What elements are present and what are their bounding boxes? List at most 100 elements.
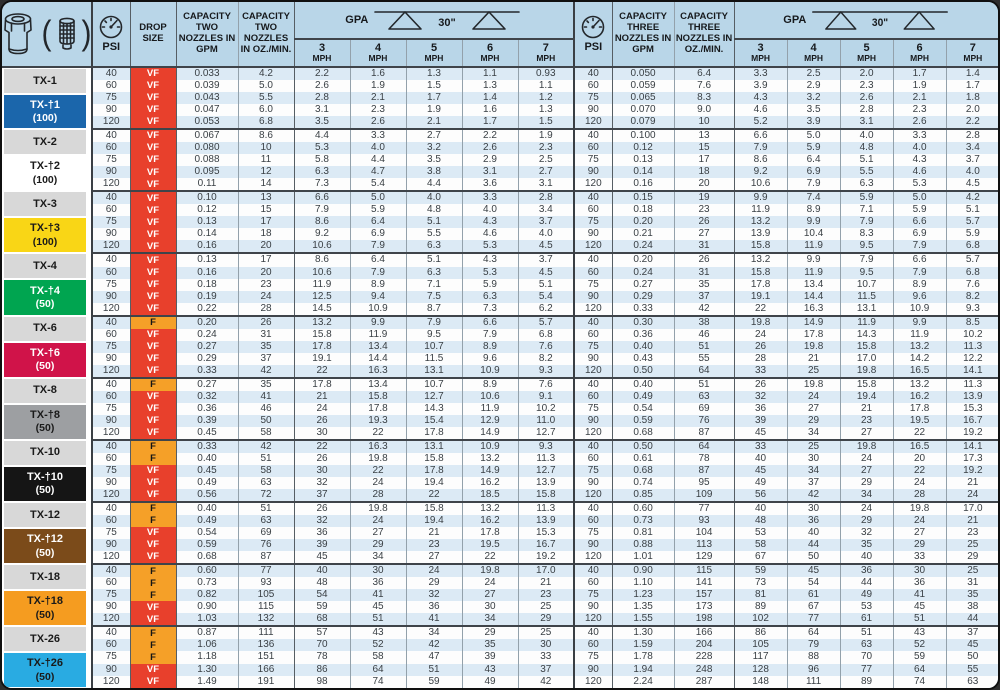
gpa-three-7mph-cell: 11.3 xyxy=(945,376,998,391)
drop-size-cell: VF xyxy=(129,328,176,341)
gpa-three-7mph-cell: 7.6 xyxy=(945,278,998,291)
gpa-two-6mph-cell: 3.1 xyxy=(461,166,518,179)
gpa-three-3mph-cell: 33 xyxy=(733,364,788,378)
gpa-three-5mph-cell: 7.9 xyxy=(839,252,894,267)
gpa-three-3mph-cell: 4.3 xyxy=(733,92,788,105)
psi-cell: 40 xyxy=(573,376,613,391)
gpa-two-5mph-cell: 19.4 xyxy=(405,515,462,528)
gpa-two-5mph-cell: 59 xyxy=(405,675,462,688)
psi-cell: 120 xyxy=(91,551,130,565)
table-row: 60 VF 0.039 5.0 2.6 1.9 1.5 1.3 1.1 60 0.059 7.6 3.9… xyxy=(2,80,998,93)
gpa-three-7mph-cell: 1.8 xyxy=(945,92,998,105)
oz-min-three-nozzles-cell: 51 xyxy=(673,376,735,391)
table-row: 75 F 1.18 151 78 58 47 39 33 75 1.78 228 117 88 70 59 50 xyxy=(2,651,998,664)
oz-min-two-nozzles-cell: 20 xyxy=(237,240,294,254)
gpa-two-4mph-cell: 24 xyxy=(349,477,406,490)
oz-min-three-nozzles-cell: 9.0 xyxy=(673,104,735,117)
gpa-three-3mph-cell: 40 xyxy=(733,452,788,465)
gpa-two-7mph-cell: 11.0 xyxy=(517,414,575,427)
psi-cell: 75 xyxy=(573,402,613,415)
drop-size-cell: F xyxy=(129,651,176,664)
gpa-two-7mph-cell: 9.1 xyxy=(517,390,575,403)
drop-size-cell: VF xyxy=(129,178,176,192)
gpa-two-7mph-cell: 13.9 xyxy=(517,477,575,490)
table-row: 90 VF 0.39 50 26 19.3 15.4 12.9 11.0 90 0.59 76 39 29… xyxy=(2,414,998,427)
gpa-three-7mph-cell: 6.8 xyxy=(945,266,998,279)
gpa-two-3mph-cell: 10.6 xyxy=(293,266,350,279)
gpa-two-6mph-cell: 14.9 xyxy=(461,426,518,440)
oz-min-three-nozzles-cell: 77 xyxy=(673,501,735,516)
gpa-three-4mph-cell: 11.9 xyxy=(786,240,841,254)
gpa-two-6mph-cell: 13.2 xyxy=(461,452,518,465)
gpa-three-6mph-cell: 29 xyxy=(892,539,947,552)
drop-size-cell: VF xyxy=(129,489,176,503)
gpm-two-nozzles-cell: 0.067 xyxy=(175,128,238,143)
gpa-three-6mph-cell: 16.5 xyxy=(892,364,947,378)
gpa-three-6mph-cell: 4.6 xyxy=(892,166,947,179)
gpa-two-6mph-cell: 6.3 xyxy=(461,290,518,303)
gpa-three-4mph-cell: 40 xyxy=(786,527,841,540)
psi-cell: 120 xyxy=(573,675,613,688)
psi-cell: 60 xyxy=(91,328,130,341)
oz-min-three-nozzles-cell: 64 xyxy=(673,364,735,378)
gpa-two-6mph-cell: 11.9 xyxy=(461,402,518,415)
psi-cell: 90 xyxy=(91,477,130,490)
gpm-two-nozzles-cell: 0.56 xyxy=(175,489,238,503)
spacing-label: 30" xyxy=(439,17,456,29)
gpm-two-nozzles-cell: 0.49 xyxy=(175,515,238,528)
gpm-three-nozzles-cell: 0.74 xyxy=(611,477,675,490)
oz-min-two-nozzles-cell: 5.0 xyxy=(237,80,294,93)
gpa-two-3mph-cell: 26 xyxy=(293,501,350,516)
psi-cell: 75 xyxy=(91,651,130,664)
gpa-two-4mph-cell: 9.4 xyxy=(349,290,406,303)
gpa-three-5mph-cell: 36 xyxy=(839,563,894,578)
table-row: TX-3 TX-†3 (100) 40 VF 0.10 13 6.6 5.0 4.0 3.3 2.8 4… xyxy=(2,190,998,254)
psi-cell: 40 xyxy=(91,190,130,205)
oz-min-three-nozzles-cell: 115 xyxy=(673,563,735,578)
psi-cell: 75 xyxy=(573,340,613,353)
gpa-three-3mph-cell: 8.6 xyxy=(733,154,788,167)
oz-min-three-nozzles-cell: 42 xyxy=(673,302,735,316)
gpa-two-5mph-cell: 12.7 xyxy=(405,390,462,403)
oz-min-three-nozzles-cell: 95 xyxy=(673,477,735,490)
oz-min-three-nozzles-cell: 23 xyxy=(673,204,735,217)
psi-cell: 90 xyxy=(573,104,613,117)
gpm-three-nozzles-cell: 0.14 xyxy=(611,166,675,179)
nozzle-tip-icon xyxy=(2,11,36,57)
gpa-two-5mph-cell: 29 xyxy=(405,577,462,590)
psi-header-label: PSI xyxy=(584,41,603,54)
psi-cell: 40 xyxy=(573,438,613,453)
gpm-three-nozzles-cell: 1.01 xyxy=(611,551,675,565)
oz-min-two-nozzles-cell: 41 xyxy=(237,390,294,403)
gpm-three-nozzles-cell: 0.36 xyxy=(611,328,675,341)
gpa-two-3mph-cell: 10.6 xyxy=(293,240,350,254)
gpa-two-4mph-cell: 34 xyxy=(349,551,406,565)
gpa-three-5mph-cell: 44 xyxy=(839,577,894,590)
gpa-three-5mph-cell: 4.8 xyxy=(839,142,894,155)
gpa-three-6mph-cell: 13.2 xyxy=(892,376,947,391)
gpa-three-4mph-cell: 96 xyxy=(786,663,841,676)
gpa-two-4mph-cell: 19.8 xyxy=(349,452,406,465)
psi-cell: 75 xyxy=(91,216,130,229)
gpa-two-5mph-cell: 17.8 xyxy=(405,465,462,478)
oz-min-three-nozzles-cell: 78 xyxy=(673,452,735,465)
oz-min-two-nozzles-cell: 51 xyxy=(237,452,294,465)
gpm-two-nozzles-cell: 0.36 xyxy=(175,402,238,415)
table-row: 75 VF 0.45 58 30 22 17.8 14.9 12.7 75 0.68 87 45 34 27… xyxy=(2,465,998,478)
gpa-two-7mph-cell: 15.8 xyxy=(517,489,575,503)
nozzle-name-chip: TX-18 xyxy=(4,565,86,590)
gpm-three-nozzles-cell: 0.30 xyxy=(611,314,675,329)
gpa-three-3mph-cell: 19.8 xyxy=(733,314,788,329)
gpa-two-3mph-cell: 26 xyxy=(293,414,350,427)
oz-min-three-nozzles-cell: 55 xyxy=(673,352,735,365)
gpa-two-7mph-cell: 1.9 xyxy=(517,128,575,143)
drop-size-cell: VF xyxy=(129,477,176,490)
gpa-three-7mph-cell: 17.3 xyxy=(945,452,998,465)
gpa-two-6mph-cell: 2.6 xyxy=(461,142,518,155)
gpm-two-nozzles-cell: 0.40 xyxy=(175,501,238,516)
psi-cell: 120 xyxy=(91,178,130,192)
oz-min-two-nozzles-cell: 51 xyxy=(237,501,294,516)
gpa-three-7mph-cell: 63 xyxy=(945,675,998,688)
psi-cell: 90 xyxy=(573,166,613,179)
